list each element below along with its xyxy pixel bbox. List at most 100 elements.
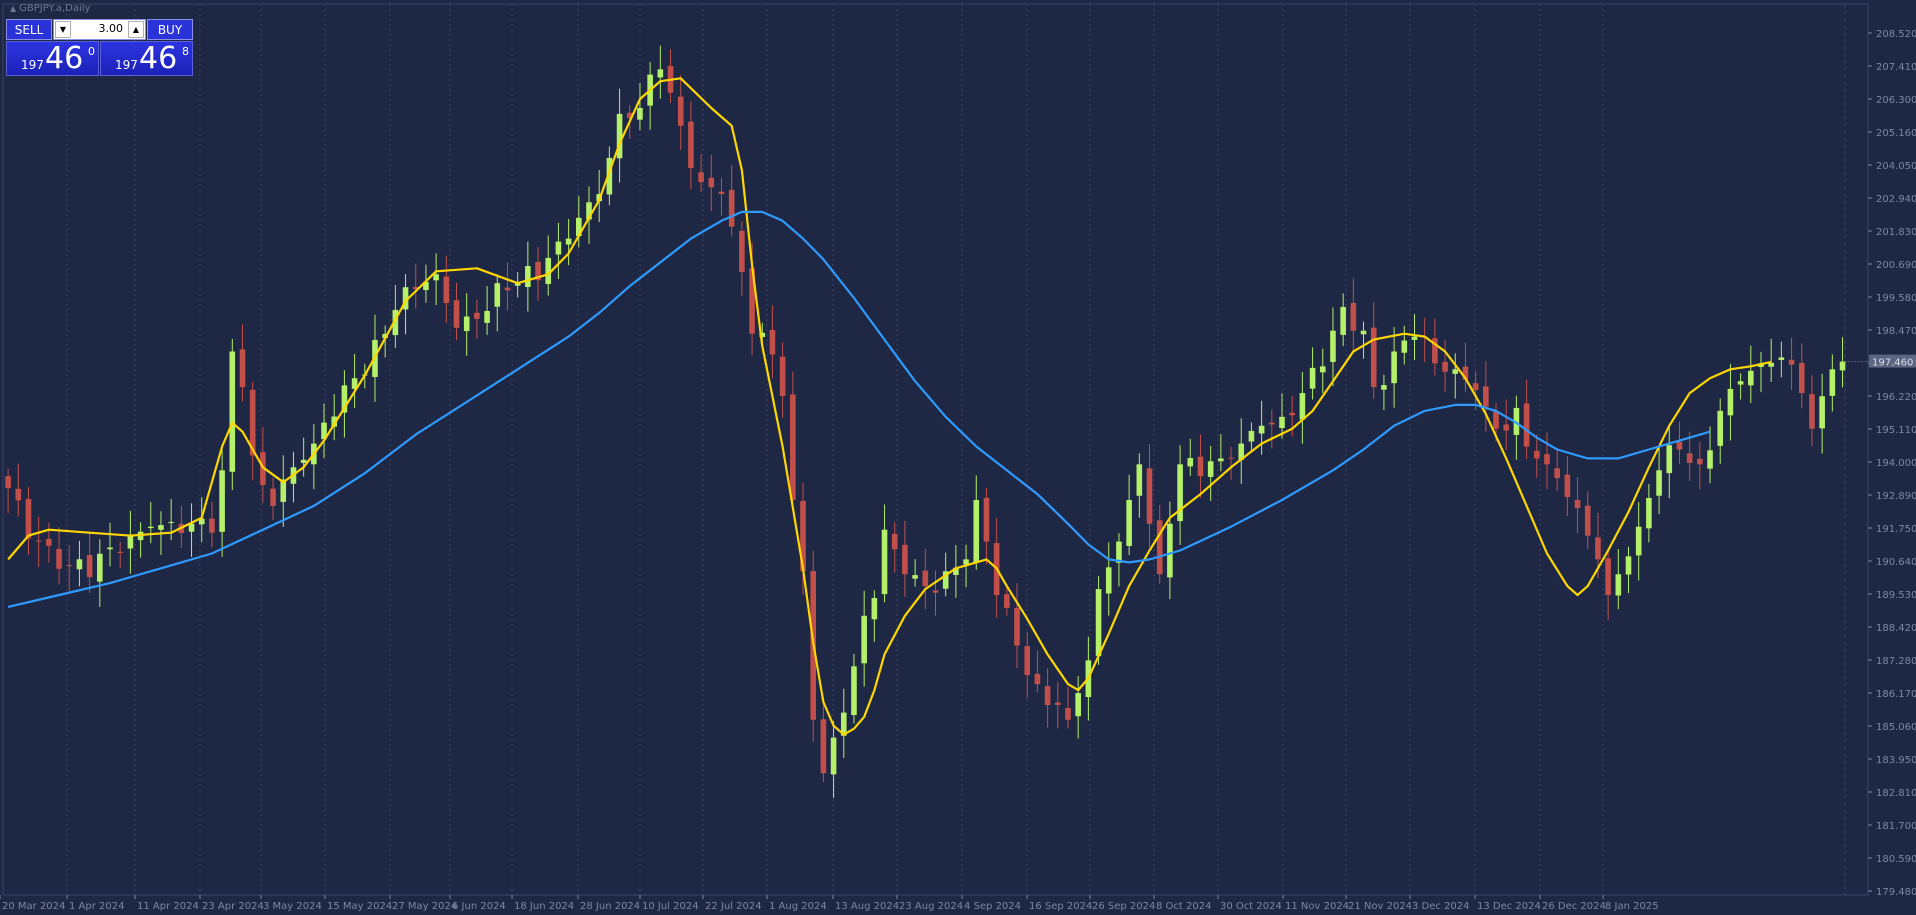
candle-body <box>1737 381 1744 385</box>
x-tick-label: 1 Apr 2024 <box>69 901 124 912</box>
candle-body <box>1676 441 1683 450</box>
x-tick-label: 28 Jun 2024 <box>580 901 640 912</box>
y-tick-label: 185.060 <box>1876 722 1916 733</box>
candle-body <box>158 525 164 530</box>
candle-body <box>1595 537 1601 560</box>
candle-body <box>586 202 592 220</box>
candle-body <box>97 553 103 582</box>
candle-body <box>86 555 93 578</box>
candle-body <box>1146 468 1153 524</box>
bid-price-box[interactable]: 197 46 0 <box>6 41 99 76</box>
candle-body <box>351 378 358 389</box>
candle-body <box>35 540 42 542</box>
candle-body <box>474 312 480 319</box>
candle-body <box>861 615 867 664</box>
candle-body <box>1095 589 1102 657</box>
lot-size-value[interactable]: 3.00 <box>98 22 124 35</box>
y-tick-label: 189.530 <box>1876 590 1916 601</box>
ask-price-main: 46 <box>139 41 178 76</box>
y-tick-label: 205.160 <box>1876 128 1916 139</box>
candle-body <box>1584 505 1591 536</box>
collapse-triangle-icon[interactable]: ▲ <box>10 4 17 13</box>
candle-body <box>1411 336 1418 340</box>
candle-body <box>1747 370 1754 386</box>
candle-body <box>891 533 898 550</box>
ask-price-box[interactable]: 197 46 8 <box>100 41 193 76</box>
x-tick-label: 26 Dec 2024 <box>1542 901 1606 912</box>
candle-body <box>1136 464 1143 496</box>
candle-body <box>840 712 847 736</box>
candle-body <box>1727 388 1734 416</box>
candle-body <box>1686 453 1693 463</box>
y-tick-label: 186.170 <box>1876 689 1916 700</box>
candle-body <box>1564 474 1571 498</box>
y-tick-label: 190.640 <box>1876 557 1916 568</box>
y-tick-label: 207.410 <box>1876 62 1916 73</box>
candle-body <box>851 666 857 716</box>
candle-body <box>616 113 623 159</box>
candle-body <box>46 538 52 546</box>
candle-body <box>912 575 918 579</box>
buy-button[interactable]: BUY <box>147 19 193 40</box>
plot-frame <box>2 3 1869 896</box>
x-tick-label: 8 Oct 2024 <box>1156 901 1211 912</box>
candle-body <box>525 266 531 288</box>
candle-body <box>1605 558 1611 596</box>
candle-body <box>698 172 704 183</box>
x-tick-label: 1 Aug 2024 <box>769 901 827 912</box>
candle-body <box>1289 412 1295 416</box>
candle-body <box>270 488 276 506</box>
x-tick-label: 4 Sep 2024 <box>964 901 1021 912</box>
candle-body <box>1126 499 1132 546</box>
candle-body <box>229 351 236 472</box>
y-tick-label: 208.520 <box>1876 29 1916 40</box>
candle-body <box>565 238 572 245</box>
candle-body <box>1788 359 1795 365</box>
candle-body <box>484 311 490 323</box>
candle-body <box>1452 369 1459 374</box>
candle-body <box>1156 520 1163 575</box>
candle-body <box>168 521 174 523</box>
candle-body <box>902 544 908 575</box>
candle-body <box>576 217 582 237</box>
candle-body <box>1187 458 1194 467</box>
sell-button[interactable]: SELL <box>6 19 52 40</box>
candle-body <box>1340 306 1346 335</box>
y-tick-label: 199.580 <box>1876 293 1916 304</box>
y-tick-label: 200.690 <box>1876 260 1916 271</box>
candle-body <box>718 191 725 195</box>
x-tick-label: 26 Sep 2024 <box>1092 901 1155 912</box>
candle-body <box>1167 523 1173 578</box>
candle-body <box>871 598 878 620</box>
candle-body <box>423 281 429 291</box>
bid-price-main: 46 <box>45 41 84 76</box>
candle-body <box>1034 673 1041 685</box>
candle-body <box>739 230 745 273</box>
candle-body <box>280 479 287 502</box>
lot-size-stepper[interactable]: ▼ 3.00 ▲ <box>53 19 146 40</box>
candle-body <box>1615 574 1622 596</box>
candle-body <box>198 518 205 525</box>
y-tick-label: 191.750 <box>1876 524 1916 535</box>
y-tick-label: 194.000 <box>1876 458 1916 469</box>
candle-body <box>759 332 766 337</box>
y-tick-label: 180.590 <box>1876 854 1916 865</box>
candle-body <box>1004 594 1010 608</box>
candle-body <box>963 559 969 565</box>
chart-title: ▲ GBPJPY.a,Daily <box>10 3 90 14</box>
candle-body <box>5 476 11 489</box>
candle-body <box>657 69 664 78</box>
x-tick-label: 13 Aug 2024 <box>835 901 899 912</box>
x-tick-label: 3 Dec 2024 <box>1412 901 1470 912</box>
decrease-lot-arrow-icon[interactable]: ▼ <box>55 21 71 38</box>
increase-lot-arrow-icon[interactable]: ▲ <box>128 21 144 38</box>
candle-body <box>1228 457 1234 459</box>
x-tick-label: 20 Mar 2024 <box>2 901 65 912</box>
candle-body <box>545 257 552 285</box>
x-tick-label: 11 Nov 2024 <box>1285 901 1349 912</box>
candle-body <box>932 590 939 593</box>
candle-body <box>1839 361 1846 371</box>
candle-body <box>433 274 439 281</box>
